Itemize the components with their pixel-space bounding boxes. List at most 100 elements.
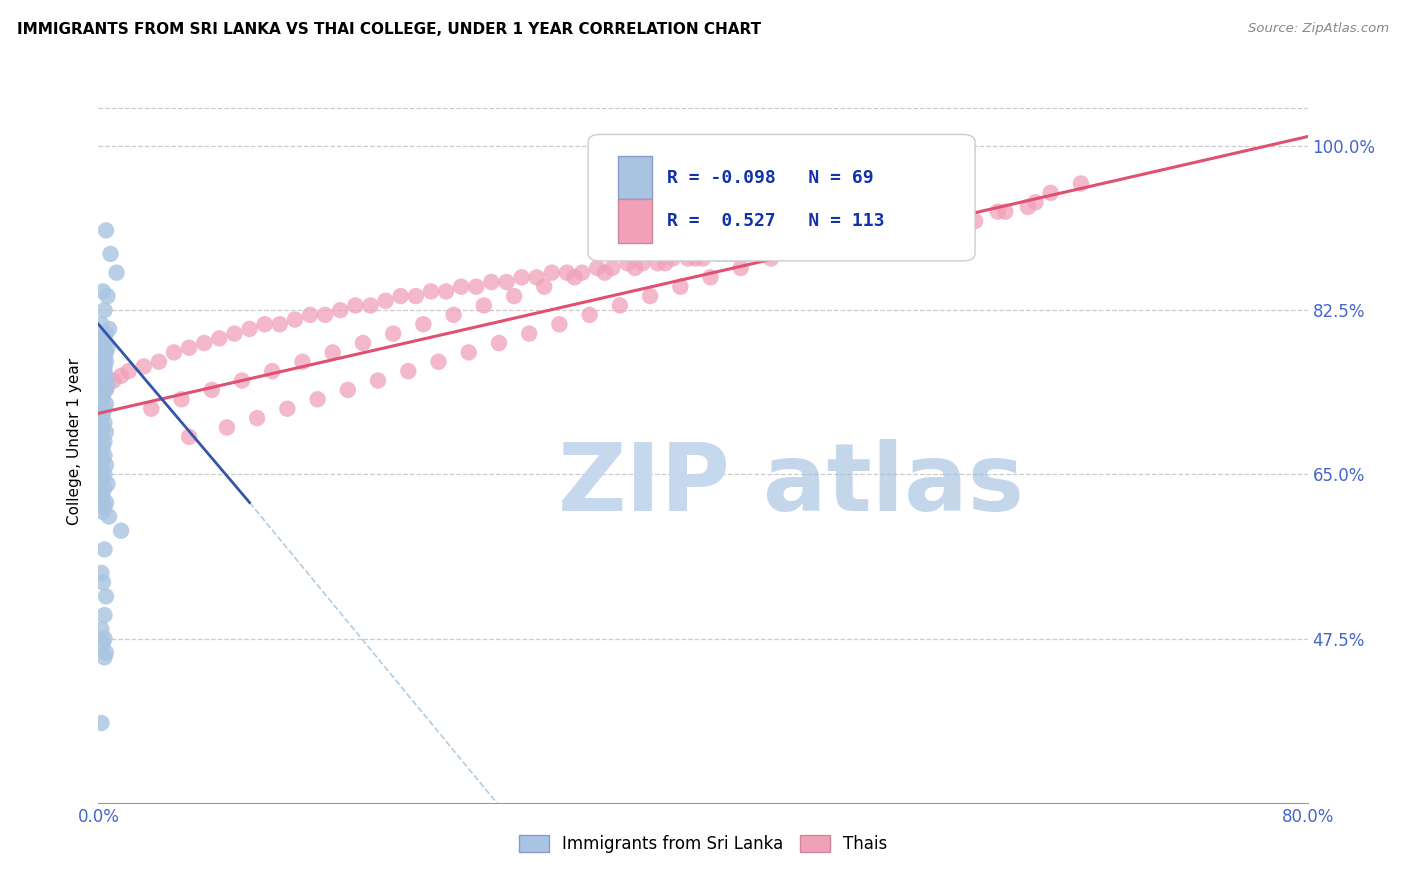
Point [676,252,699,266]
Point [624,260,647,275]
Point [987,204,1010,219]
Point [91,406,114,420]
Point [90,350,112,364]
Point [90,486,112,500]
Point [96,378,118,392]
Point [835,228,858,243]
Point [488,336,510,351]
Point [93,303,115,318]
Point [745,242,768,256]
Point [307,392,329,407]
Point [465,279,488,293]
Point [93,350,115,364]
Point [555,266,578,280]
Point [1039,186,1062,200]
Point [443,308,465,322]
Point [91,368,114,383]
Point [93,401,115,416]
Point [269,318,291,332]
Point [91,439,114,453]
Point [638,289,661,303]
Point [927,214,949,228]
Point [427,355,450,369]
Point [90,463,112,477]
Point [314,308,336,322]
FancyBboxPatch shape [588,135,976,260]
Point [90,716,112,731]
Point [813,237,835,252]
Point [91,345,114,359]
Point [98,509,121,524]
Point [163,345,186,359]
Point [737,247,759,261]
Point [91,285,114,299]
Point [91,472,114,486]
Point [284,312,307,326]
Point [94,326,117,341]
Point [495,275,517,289]
Point [91,355,114,369]
Point [94,458,117,472]
Point [752,247,775,261]
Point [1024,195,1046,210]
Point [851,223,873,237]
Point [934,219,956,233]
Point [685,252,707,266]
Point [103,374,125,388]
Point [93,449,115,463]
Point [201,383,224,397]
Point [571,266,593,280]
Point [93,650,115,665]
Point [93,542,115,557]
Point [880,214,903,228]
Point [96,476,118,491]
Point [503,289,526,303]
Point [94,646,117,660]
Text: IMMIGRANTS FROM SRI LANKA VS THAI COLLEGE, UNDER 1 YEAR CORRELATION CHART: IMMIGRANTS FROM SRI LANKA VS THAI COLLEG… [17,22,761,37]
Point [723,247,745,261]
Point [647,256,669,270]
Point [450,279,472,293]
Point [148,355,170,369]
Point [141,401,163,416]
Point [118,364,141,378]
Point [94,355,117,369]
Point [1017,200,1039,214]
Text: R = -0.098   N = 69: R = -0.098 N = 69 [666,169,873,186]
Point [352,336,374,351]
Point [730,260,752,275]
FancyBboxPatch shape [619,200,652,243]
Point [692,252,714,266]
Point [90,364,112,378]
Point [93,416,115,430]
Point [93,364,115,378]
Point [820,233,842,247]
Point [481,275,503,289]
Point [110,368,132,383]
Point [299,308,322,322]
Point [344,298,367,312]
Point [382,326,405,341]
Point [96,289,118,303]
Point [90,411,112,425]
Point [661,252,683,266]
Point [93,434,115,449]
Point [246,411,269,425]
Point [593,266,616,280]
Point [759,252,782,266]
Point [110,524,132,538]
Point [239,322,262,336]
Point [179,341,201,355]
Point [94,495,117,509]
Point [360,298,382,312]
Point [276,401,298,416]
Point [548,318,571,332]
Legend: Immigrants from Sri Lanka, Thais: Immigrants from Sri Lanka, Thais [512,828,894,860]
Point [132,359,155,374]
Point [90,336,112,351]
Point [224,326,246,341]
Point [100,247,122,261]
Point [93,500,115,515]
Point [472,298,495,312]
Point [90,622,112,636]
